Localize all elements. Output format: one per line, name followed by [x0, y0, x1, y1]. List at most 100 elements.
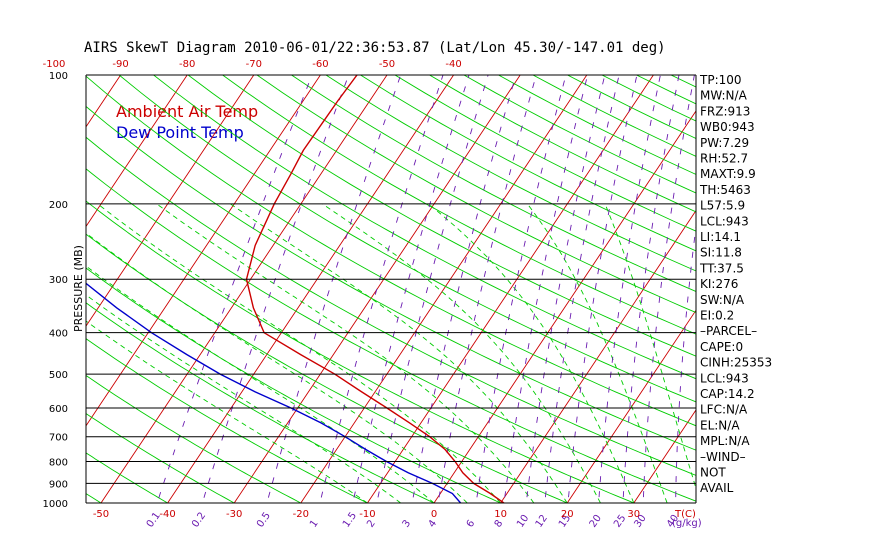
isotherm-line: [100, 75, 388, 503]
ambient-air-temp-line: [245, 75, 505, 503]
index-item: NOT: [700, 466, 726, 480]
dew-point-temp-line: [86, 282, 462, 503]
dry-adiabat-line: [86, 374, 302, 503]
isotherm-line: [633, 409, 696, 503]
dry-adiabat-line: [86, 200, 636, 503]
index-item: FRZ:913: [700, 104, 750, 118]
moist-adiabat-line: [86, 320, 368, 503]
isotherm-line: [86, 75, 321, 427]
dry-adiabat-line: [222, 75, 696, 335]
mixing-ratio-label: 6: [465, 518, 478, 530]
index-item: CAP:14.2: [700, 387, 755, 401]
mixing-ratio-unit: (g/kg): [672, 518, 702, 529]
index-item: TH:5463: [699, 183, 751, 197]
top-temp-tick-label: -80: [179, 59, 195, 70]
plot-area: [86, 65, 870, 512]
mixing-ratio-label: 1.5: [341, 510, 359, 529]
dry-adiabat-line: [256, 75, 696, 314]
mixing-ratio-label: 4: [427, 518, 440, 530]
isotherm-line: [761, 65, 870, 512]
index-item: LCL:943: [700, 371, 749, 385]
x-axis-label: T(C): [674, 509, 696, 520]
chart-title: AIRS SkewT Diagram 2010-06-01/22:36:53.8…: [84, 40, 666, 56]
mixing-ratio-line: [201, 75, 350, 503]
mixing-ratio-line: [376, 75, 489, 503]
top-temp-tick-label: -50: [379, 59, 395, 70]
dry-adiabat-line: [86, 136, 696, 476]
mixing-ratio-line: [567, 75, 638, 503]
mixing-ratio-label: 20: [588, 513, 604, 530]
mixing-ratio-label: 2: [365, 518, 378, 530]
bottom-temp-tick-label: -20: [293, 509, 309, 520]
trace-area: [86, 75, 505, 503]
top-temp-tick-label: -90: [112, 59, 128, 70]
moist-adiabat-line: [428, 203, 635, 503]
bottom-temp-tick-label: -30: [226, 509, 242, 520]
mixing-ratio-line: [437, 75, 537, 503]
mixing-ratio-line: [319, 75, 444, 503]
index-item: SW:N/A: [700, 293, 745, 307]
dry-adiabat-line: [360, 75, 696, 252]
bottom-temp-tick-label: -50: [93, 509, 109, 520]
dry-adiabat-line: [118, 75, 696, 403]
index-item: LFC:N/A: [700, 403, 748, 417]
dry-adiabat-line: [429, 75, 696, 213]
mixing-ratio-label: 0.5: [255, 510, 273, 529]
dry-adiabat-line: [394, 75, 696, 232]
index-item: EI:0.2: [700, 309, 734, 323]
mixing-ratio-line: [525, 75, 606, 503]
mixing-ratio-line: [503, 75, 589, 503]
dry-adiabat-line: [86, 75, 696, 427]
pressure-tick-label: 200: [49, 200, 68, 211]
pressure-tick-label: 500: [49, 370, 68, 381]
dry-adiabat-line: [498, 75, 696, 175]
top-temp-tick-label: -100: [43, 59, 66, 70]
axis-layer: 0.1 0.2 0.5 1 1.5 2 3 4 6 8 10 12 15 20 25 30 40(g/kg)10…: [43, 59, 702, 530]
mixing-ratio-line: [156, 75, 313, 503]
dry-adiabat-line: [86, 105, 696, 451]
index-item: MW:N/A: [700, 89, 748, 103]
pressure-tick-label: 100: [49, 71, 68, 82]
isotherm-line: [86, 75, 255, 327]
index-item: EL:N/A: [700, 418, 740, 432]
isotherm-line: [300, 75, 588, 503]
index-item: L57:5.9: [700, 199, 745, 213]
pressure-tick-label: 800: [49, 458, 68, 469]
index-item: LCL:943: [700, 214, 749, 228]
dry-adiabat-line: [291, 75, 696, 292]
mixing-ratio-label: 12: [534, 513, 550, 530]
isotherm-line: [233, 75, 521, 503]
dry-adiabat-line: [325, 75, 696, 272]
pressure-tick-label: 600: [49, 404, 68, 415]
bottom-temp-tick-label: 10: [494, 509, 507, 520]
bottom-temp-tick-label: -10: [359, 509, 375, 520]
dry-adiabat-line: [187, 75, 696, 357]
mixing-ratio-label: 0.2: [190, 510, 208, 529]
mixing-ratio-label: 3: [401, 518, 414, 530]
mixing-ratio-line: [544, 75, 620, 503]
pressure-tick-label: 1000: [43, 499, 68, 510]
index-item: LI:14.1: [700, 230, 741, 244]
dry-adiabat-line: [86, 413, 236, 503]
index-item: KI:276: [700, 277, 738, 291]
top-temp-tick-label: -70: [246, 59, 262, 70]
dry-adiabat-line: [86, 233, 569, 503]
index-item: TP:100: [699, 73, 742, 87]
dry-adiabat-line: [86, 302, 436, 503]
dry-adiabat-line: [86, 452, 169, 503]
index-item: RH:52.7: [700, 152, 748, 166]
isotherm-line: [167, 75, 455, 503]
moist-adiabat-line: [321, 203, 601, 503]
mixing-ratio-label: 8: [493, 518, 506, 530]
mixing-ratio-line: [266, 75, 402, 503]
index-item: CAPE:0: [700, 340, 743, 354]
bottom-temp-tick-label: 30: [627, 509, 640, 520]
isotherm-line: [433, 110, 696, 503]
mixing-ratio-line: [411, 75, 517, 503]
pressure-tick-label: 700: [49, 433, 68, 444]
top-temp-tick-label: -40: [445, 59, 461, 70]
dry-adiabat-line: [86, 267, 502, 503]
mixing-ratio-label: 25: [612, 513, 628, 530]
mixing-ratio-label: 10: [515, 513, 531, 530]
